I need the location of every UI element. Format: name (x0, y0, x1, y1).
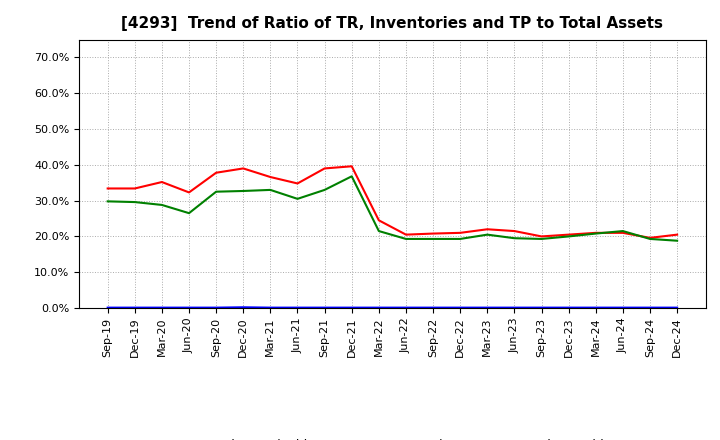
Inventories (293, 305, 302, 310)
Trade Receivables (293, 181, 302, 186)
Inventories (618, 305, 627, 310)
Trade Receivables (212, 170, 220, 176)
Trade Receivables (483, 227, 492, 232)
Inventories (483, 305, 492, 310)
Trade Payables (266, 187, 275, 193)
Inventories (130, 305, 139, 310)
Trade Receivables (510, 228, 518, 234)
Trade Receivables (402, 232, 410, 237)
Trade Receivables (130, 186, 139, 191)
Trade Payables (185, 210, 194, 216)
Trade Receivables (348, 164, 356, 169)
Trade Payables (348, 174, 356, 179)
Inventories (402, 305, 410, 310)
Inventories (104, 305, 112, 310)
Inventories (564, 305, 573, 310)
Trade Payables (510, 235, 518, 241)
Line: Trade Receivables: Trade Receivables (108, 166, 677, 238)
Inventories (212, 305, 220, 310)
Trade Receivables (239, 166, 248, 171)
Trade Payables (402, 236, 410, 242)
Trade Receivables (320, 166, 329, 171)
Trade Payables (483, 232, 492, 237)
Trade Payables (564, 234, 573, 239)
Trade Receivables (185, 190, 194, 195)
Inventories (456, 305, 464, 310)
Inventories (158, 305, 166, 310)
Inventories (374, 305, 383, 310)
Inventories (428, 305, 437, 310)
Trade Receivables (537, 234, 546, 239)
Title: [4293]  Trend of Ratio of TR, Inventories and TP to Total Assets: [4293] Trend of Ratio of TR, Inventories… (122, 16, 663, 32)
Trade Payables (212, 189, 220, 194)
Trade Receivables (591, 230, 600, 235)
Trade Payables (672, 238, 681, 243)
Trade Receivables (104, 186, 112, 191)
Inventories (239, 304, 248, 310)
Trade Payables (456, 236, 464, 242)
Trade Payables (293, 196, 302, 202)
Trade Receivables (646, 235, 654, 241)
Trade Payables (130, 199, 139, 205)
Inventories (537, 305, 546, 310)
Trade Payables (618, 228, 627, 234)
Trade Receivables (564, 232, 573, 237)
Trade Payables (591, 231, 600, 236)
Trade Payables (104, 199, 112, 204)
Trade Receivables (428, 231, 437, 236)
Inventories (646, 305, 654, 310)
Trade Receivables (374, 218, 383, 223)
Inventories (266, 305, 275, 310)
Inventories (320, 305, 329, 310)
Trade Payables (239, 188, 248, 194)
Trade Payables (646, 236, 654, 242)
Trade Receivables (672, 232, 681, 237)
Legend: Trade Receivables, Inventories, Trade Payables: Trade Receivables, Inventories, Trade Pa… (162, 434, 623, 440)
Trade Payables (320, 187, 329, 193)
Trade Payables (537, 236, 546, 242)
Inventories (672, 305, 681, 310)
Trade Receivables (266, 174, 275, 180)
Trade Receivables (456, 230, 464, 235)
Trade Payables (374, 228, 383, 234)
Inventories (185, 305, 194, 310)
Inventories (348, 305, 356, 310)
Trade Payables (428, 236, 437, 242)
Inventories (591, 305, 600, 310)
Inventories (510, 305, 518, 310)
Trade Receivables (618, 230, 627, 235)
Line: Trade Payables: Trade Payables (108, 176, 677, 241)
Trade Payables (158, 202, 166, 208)
Trade Receivables (158, 180, 166, 185)
